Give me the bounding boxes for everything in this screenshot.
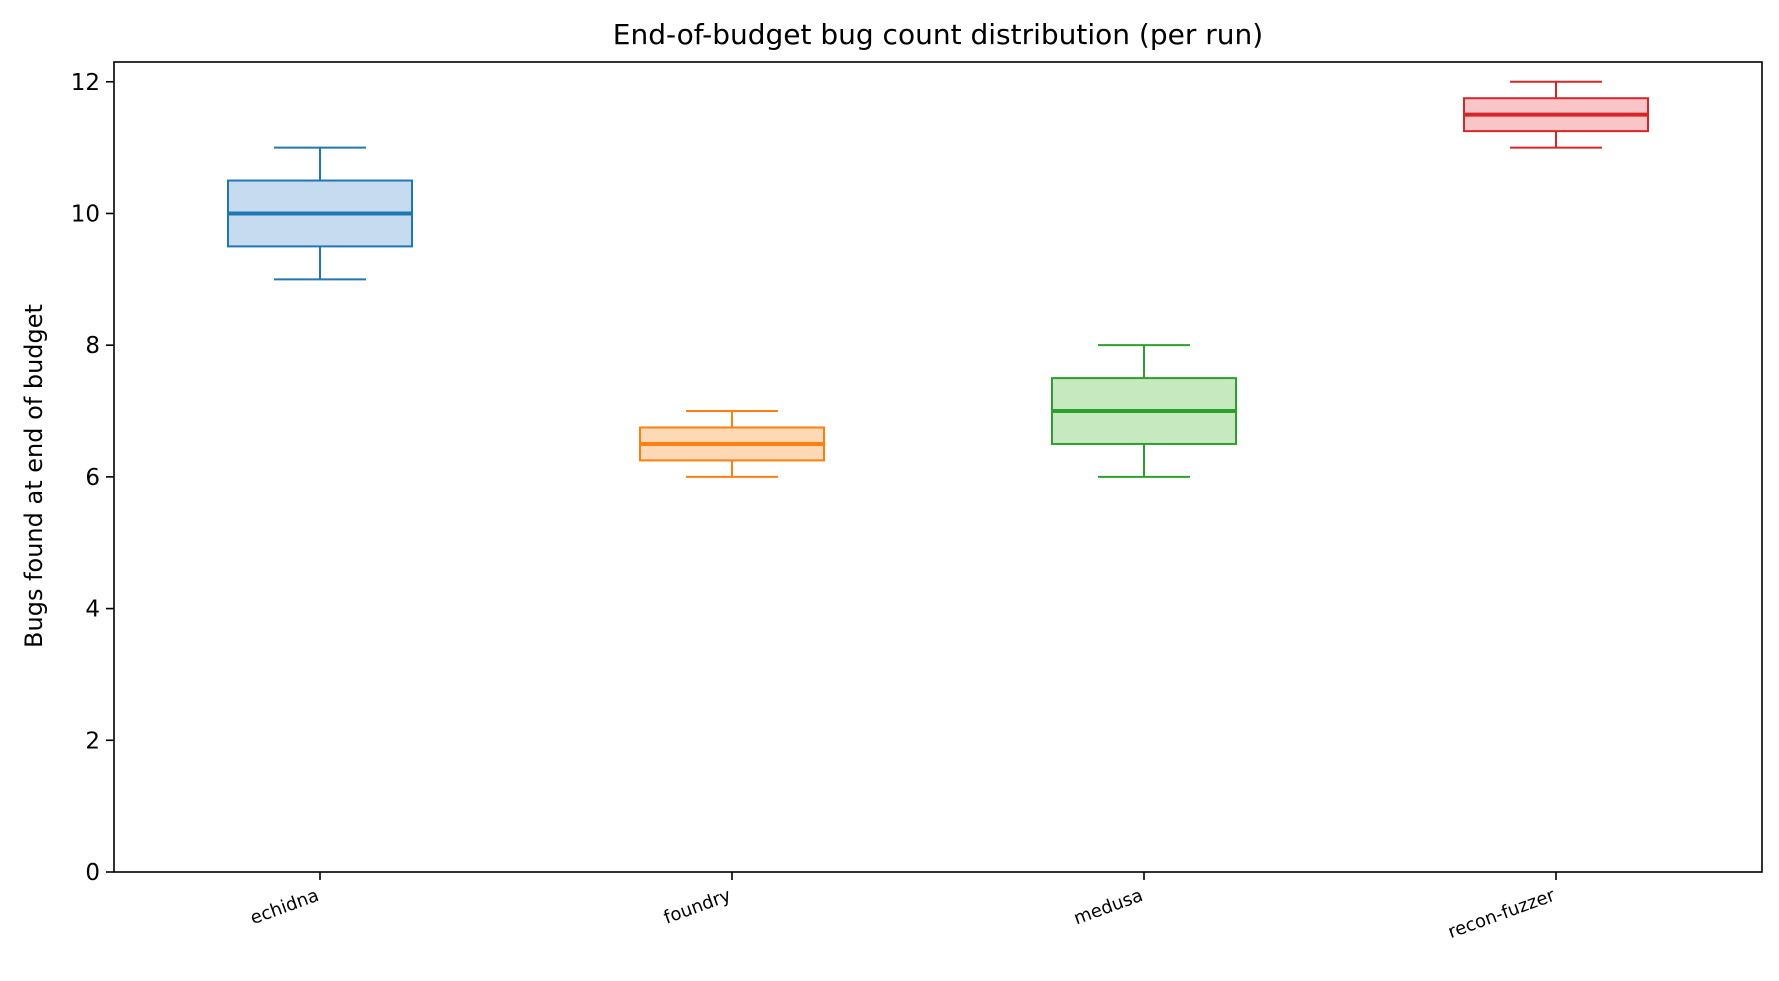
box-medusa [1051,344,1237,478]
y-tick-label: 0 [85,860,100,886]
y-tick-label: 6 [85,465,100,491]
y-tick-label: 4 [85,597,100,623]
y-tick-label: 10 [71,201,100,227]
plot-area [227,80,1649,478]
x-tick-label: foundry [661,885,734,929]
plot-frame [113,61,1763,873]
x-axis: echidna foundry medusa recon-fuzzer [248,872,1558,943]
y-tick-label: 2 [85,728,100,754]
box-foundry [639,410,825,478]
x-tick-label: recon-fuzzer [1445,885,1558,943]
box-echidna [227,146,413,281]
box-recon-fuzzer [1463,80,1649,149]
chart-title: End-of-budget bug count distribution (pe… [613,18,1263,51]
y-tick-label: 12 [71,70,100,96]
y-tick-label: 8 [85,333,100,359]
y-axis-label: Bugs found at end of budget [20,304,48,648]
x-tick-label: echidna [248,885,322,929]
y-axis: 0 2 4 6 8 10 12 [71,70,114,886]
x-tick-label: medusa [1071,885,1146,929]
